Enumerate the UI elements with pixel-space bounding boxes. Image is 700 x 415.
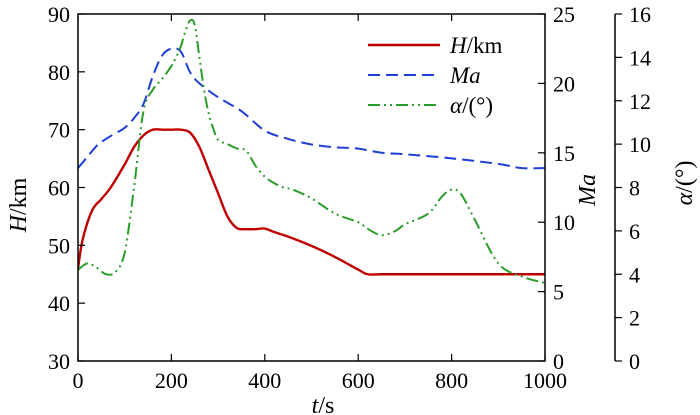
right2-y-axis-label-italic: α (672, 192, 698, 205)
left-y-axis-label: H/km (6, 177, 32, 233)
x-axis-label-unit: /s (318, 393, 334, 415)
right2-y-tick-label: 12 (629, 89, 651, 114)
left-y-tick-label: 60 (48, 176, 70, 201)
x-tick-label: 800 (435, 368, 468, 393)
legend-label-h: H/km (449, 33, 503, 58)
legend-label-h-italic: H (449, 33, 468, 58)
right2-y-tick-label: 6 (629, 219, 640, 244)
x-tick-label: 400 (248, 368, 281, 393)
series-line-ma (78, 47, 545, 170)
right1-y-tick-label: 25 (553, 2, 575, 27)
x-axis-label-italic: t (312, 393, 320, 415)
x-axis-label: t/s (312, 393, 335, 415)
legend-label-h-unit: /km (467, 33, 503, 58)
right2-y-tick-label: 8 (629, 176, 640, 201)
x-tick-label: 200 (155, 368, 188, 393)
right2-y-tick-label: 16 (629, 2, 651, 27)
left-y-axis-label-unit: /km (6, 177, 32, 215)
right2-y-tick-label: 14 (629, 45, 651, 70)
right2-y-tick-label: 2 (629, 306, 640, 331)
legend-label-ma-italic: Ma (449, 63, 481, 88)
right1-y-axis-label-italic: Ma (575, 174, 601, 207)
left-y-tick-label: 80 (48, 60, 70, 85)
legend-label-alpha: α/(°) (450, 93, 493, 118)
right2-y-tick-label: 10 (629, 132, 651, 157)
left-y-tick-label: 40 (48, 291, 70, 316)
right1-y-tick-label: 5 (553, 280, 564, 305)
legend-label-ma: Ma (449, 63, 481, 88)
left-y-axis-label-italic: H (6, 213, 32, 233)
right1-y-tick-label: 10 (553, 210, 575, 235)
axis-layer: 0 200 400 600 800 100030405060708090051015202… (48, 2, 651, 393)
series-line-alpha (78, 18, 545, 284)
label-layer: t/s H/km Ma α/(°) (6, 161, 698, 415)
right2-y-tick-label: 0 (629, 349, 640, 374)
right1-y-tick-label: 15 (553, 141, 575, 166)
left-y-tick-label: 30 (48, 349, 70, 374)
x-tick-label: 0 (73, 368, 84, 393)
plot-layer (78, 18, 545, 284)
right2-y-axis-label-unit: /(°) (672, 161, 698, 193)
right2-y-tick-label: 4 (629, 262, 640, 287)
left-y-tick-label: 70 (48, 118, 70, 143)
right1-y-axis-label: Ma (575, 174, 601, 207)
legend: H/km Ma α/(°) (368, 33, 503, 118)
x-tick-label: 1000 (523, 368, 567, 393)
left-y-tick-label: 50 (48, 233, 70, 258)
x-tick-label: 600 (342, 368, 375, 393)
right1-y-tick-label: 20 (553, 71, 575, 96)
legend-label-alpha-unit: /(°) (462, 93, 493, 118)
left-y-tick-label: 90 (48, 2, 70, 27)
right1-y-tick-label: 0 (553, 349, 564, 374)
right2-y-axis-label: α/(°) (672, 161, 698, 206)
series-line-h (78, 128, 545, 276)
legend-label-alpha-italic: α (450, 93, 463, 118)
